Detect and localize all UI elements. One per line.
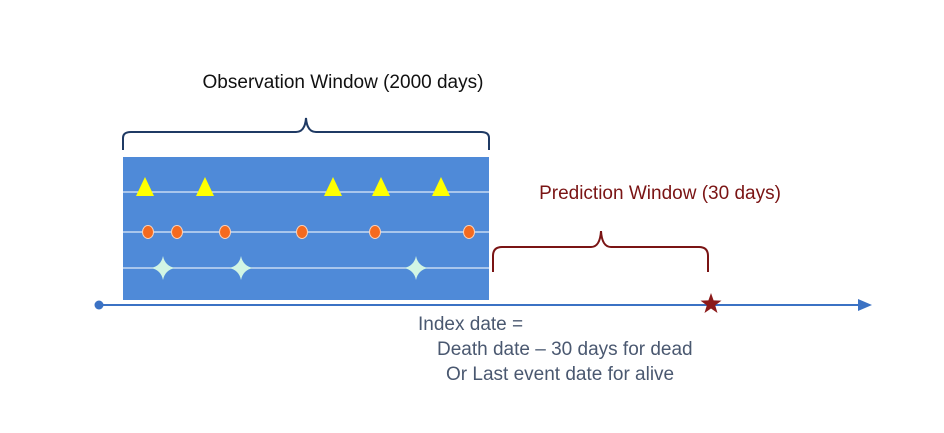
triangle-event-icon [196,177,214,196]
observation-window-label: Observation Window (2000 days) [203,72,484,93]
four-point-star-event-icon [229,256,253,280]
observation-window-brace [122,117,490,150]
triangle-event-icon [432,177,450,196]
index-date-line-2: Death date – 30 days for dead [437,339,693,360]
circle-event-icon [142,225,154,239]
triangle-event-icon [136,177,154,196]
four-point-star-event-icon [404,256,428,280]
circle-event-icon [369,225,381,239]
prediction-window-label: Prediction Window (30 days) [539,183,781,204]
death-star-icon [700,293,722,313]
index-date-line-3: Or Last event date for alive [446,364,674,385]
circle-event-icon [219,225,231,239]
index-date-line-1: Index date = [418,314,523,335]
four-point-star-event-icon [151,256,175,280]
triangle-event-icon [372,177,390,196]
triangle-event-icon [324,177,342,196]
circle-event-icon [296,225,308,239]
circle-event-icon [171,225,183,239]
timeline-arrow-head [858,299,872,311]
timeline-start-dot [94,300,104,310]
prediction-window-brace [492,230,709,272]
circle-event-icon [463,225,475,239]
